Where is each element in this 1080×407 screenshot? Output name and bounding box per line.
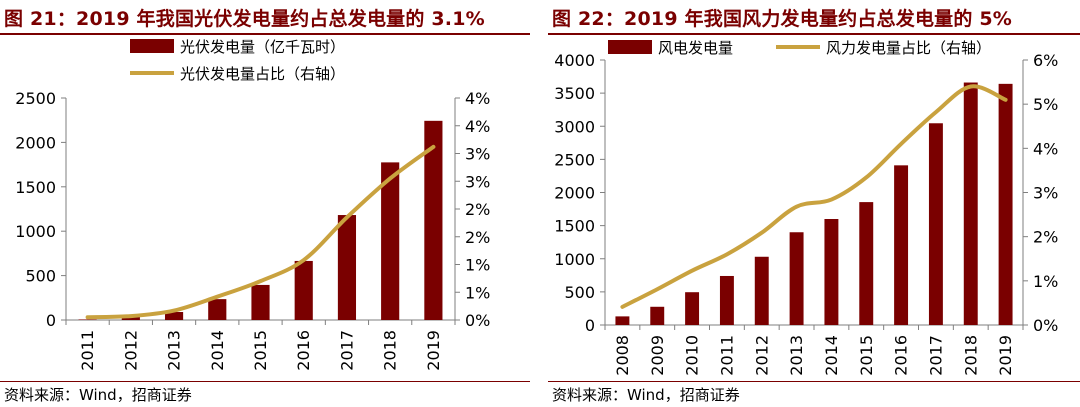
wind-chart-panel: 图 22：2019 年我国风力发电量约占总发电量的 5% 风电发电量 风力发电量占… [548,0,1080,407]
wind-legend-line-label: 风力发电量占比（右轴） [826,39,991,57]
solar-x-tick-label: 2016 [294,330,313,371]
wind-bar [998,83,1013,325]
wind-bar [963,82,978,326]
solar-right-tick-label: 3% [465,172,490,191]
wind-legend-bar-label: 风电发电量 [658,39,733,57]
solar-chart-source: 资料来源：Wind，招商证券 [4,386,192,404]
solar-x-tick-label: 2014 [208,330,227,371]
wind-bar [928,123,943,325]
wind-x-tick-label: 2017 [926,335,945,376]
wind-x-tick-label: 2012 [752,335,771,376]
solar-x-tick-label: 2015 [251,330,270,371]
solar-x-tick-label: 2012 [121,330,140,371]
wind-left-tick-label: 3500 [554,84,595,103]
solar-bar [208,299,227,320]
wind-left-tick-label: 3000 [554,117,595,136]
wind-bar [824,219,839,325]
wind-right-tick-label: 6% [1033,51,1058,70]
solar-right-tick-label: 2% [465,200,490,219]
wind-legend-bar-swatch [608,40,652,54]
wind-source-rule [548,381,1080,382]
solar-legend-line-label: 光伏发电量占比（右轴） [180,65,345,83]
solar-left-tick-label: 1500 [15,178,56,197]
solar-bar [381,162,400,320]
wind-right-tick-label: 5% [1033,95,1058,114]
solar-bar [424,120,443,321]
solar-bar [78,319,97,320]
wind-chart-title: 图 22：2019 年我国风力发电量约占总发电量的 5% [552,8,1013,30]
solar-right-tick-label: 2% [465,228,490,247]
wind-bar [859,202,874,325]
wind-x-tick-label: 2014 [822,335,841,376]
wind-x-tick-label: 2010 [683,335,702,376]
solar-right-tick-label: 1% [465,283,490,302]
solar-x-tick-label: 2013 [165,330,184,371]
wind-x-tick-label: 2016 [892,335,911,376]
solar-left-tick-label: 2000 [15,133,56,152]
solar-left-tick-label: 2500 [15,89,56,108]
wind-x-tick-label: 2009 [648,335,667,376]
solar-x-tick-label: 2019 [424,330,443,371]
solar-bar [251,284,270,320]
wind-x-tick-label: 2008 [613,335,632,376]
solar-left-tick-label: 1000 [15,222,56,241]
solar-source-rule [0,381,530,382]
solar-right-tick-label: 4% [465,89,490,108]
wind-right-tick-label: 3% [1033,184,1058,203]
wind-x-tick-label: 2013 [787,335,806,376]
solar-right-tick-label: 4% [465,117,490,136]
solar-share-line [85,144,436,320]
wind-left-tick-label: 1500 [554,217,595,236]
wind-share-line [620,84,1008,309]
wind-right-tick-label: 0% [1033,316,1058,335]
wind-left-tick-label: 4000 [554,51,595,70]
wind-right-tick-label: 1% [1033,272,1058,291]
solar-x-tick-label: 2017 [337,330,356,371]
solar-legend-bar-swatch [130,39,174,53]
solar-chart-panel: 图 21：2019 年我国光伏发电量约占总发电量的 3.1% 光伏发电量（亿千瓦… [0,0,530,407]
wind-right-tick-label: 4% [1033,139,1058,158]
wind-bar [894,165,909,325]
solar-bar [164,312,184,320]
wind-x-tick-label: 2015 [857,335,876,376]
wind-bar [650,306,665,325]
wind-chart-source: 资料来源：Wind，招商证券 [552,386,740,404]
solar-bar [294,260,313,320]
wind-chart: 风电发电量 风力发电量占比（右轴） 0 500 1000 1500 2000 2500 3000… [554,39,1058,376]
solar-bar [121,316,140,320]
wind-left-tick-label: 500 [564,283,595,302]
solar-bar [337,215,357,320]
wind-bar [719,275,734,325]
solar-right-tick-label: 1% [465,256,490,275]
wind-x-tick-label: 2019 [996,335,1015,376]
solar-title-rule [0,33,530,35]
solar-x-tick-label: 2018 [381,330,400,371]
solar-legend-bar-label: 光伏发电量（亿千瓦时） [180,38,345,56]
solar-right-tick-label: 0% [465,311,490,330]
wind-left-tick-label: 1000 [554,250,595,269]
wind-left-tick-label: 2000 [554,184,595,203]
solar-chart-title: 图 21：2019 年我国光伏发电量约占总发电量的 3.1% [4,8,485,30]
wind-x-tick-label: 2018 [961,335,980,376]
solar-left-tick-label: 0 [46,311,56,330]
wind-left-tick-label: 2500 [554,150,595,169]
solar-x-tick-label: 2011 [78,330,97,371]
wind-bar [685,292,700,325]
wind-right-tick-label: 2% [1033,228,1058,247]
wind-bar [754,256,769,325]
wind-x-tick-label: 2011 [717,335,736,376]
solar-right-tick-label: 3% [465,145,490,164]
wind-bar [615,316,630,325]
wind-title-rule [548,33,1080,35]
solar-left-tick-label: 500 [25,267,56,286]
wind-bar [789,232,804,325]
wind-left-tick-label: 0 [585,316,595,335]
solar-chart: 光伏发电量（亿千瓦时） 光伏发电量占比（右轴） 0 500 1000 1500 2000 25… [15,38,490,371]
